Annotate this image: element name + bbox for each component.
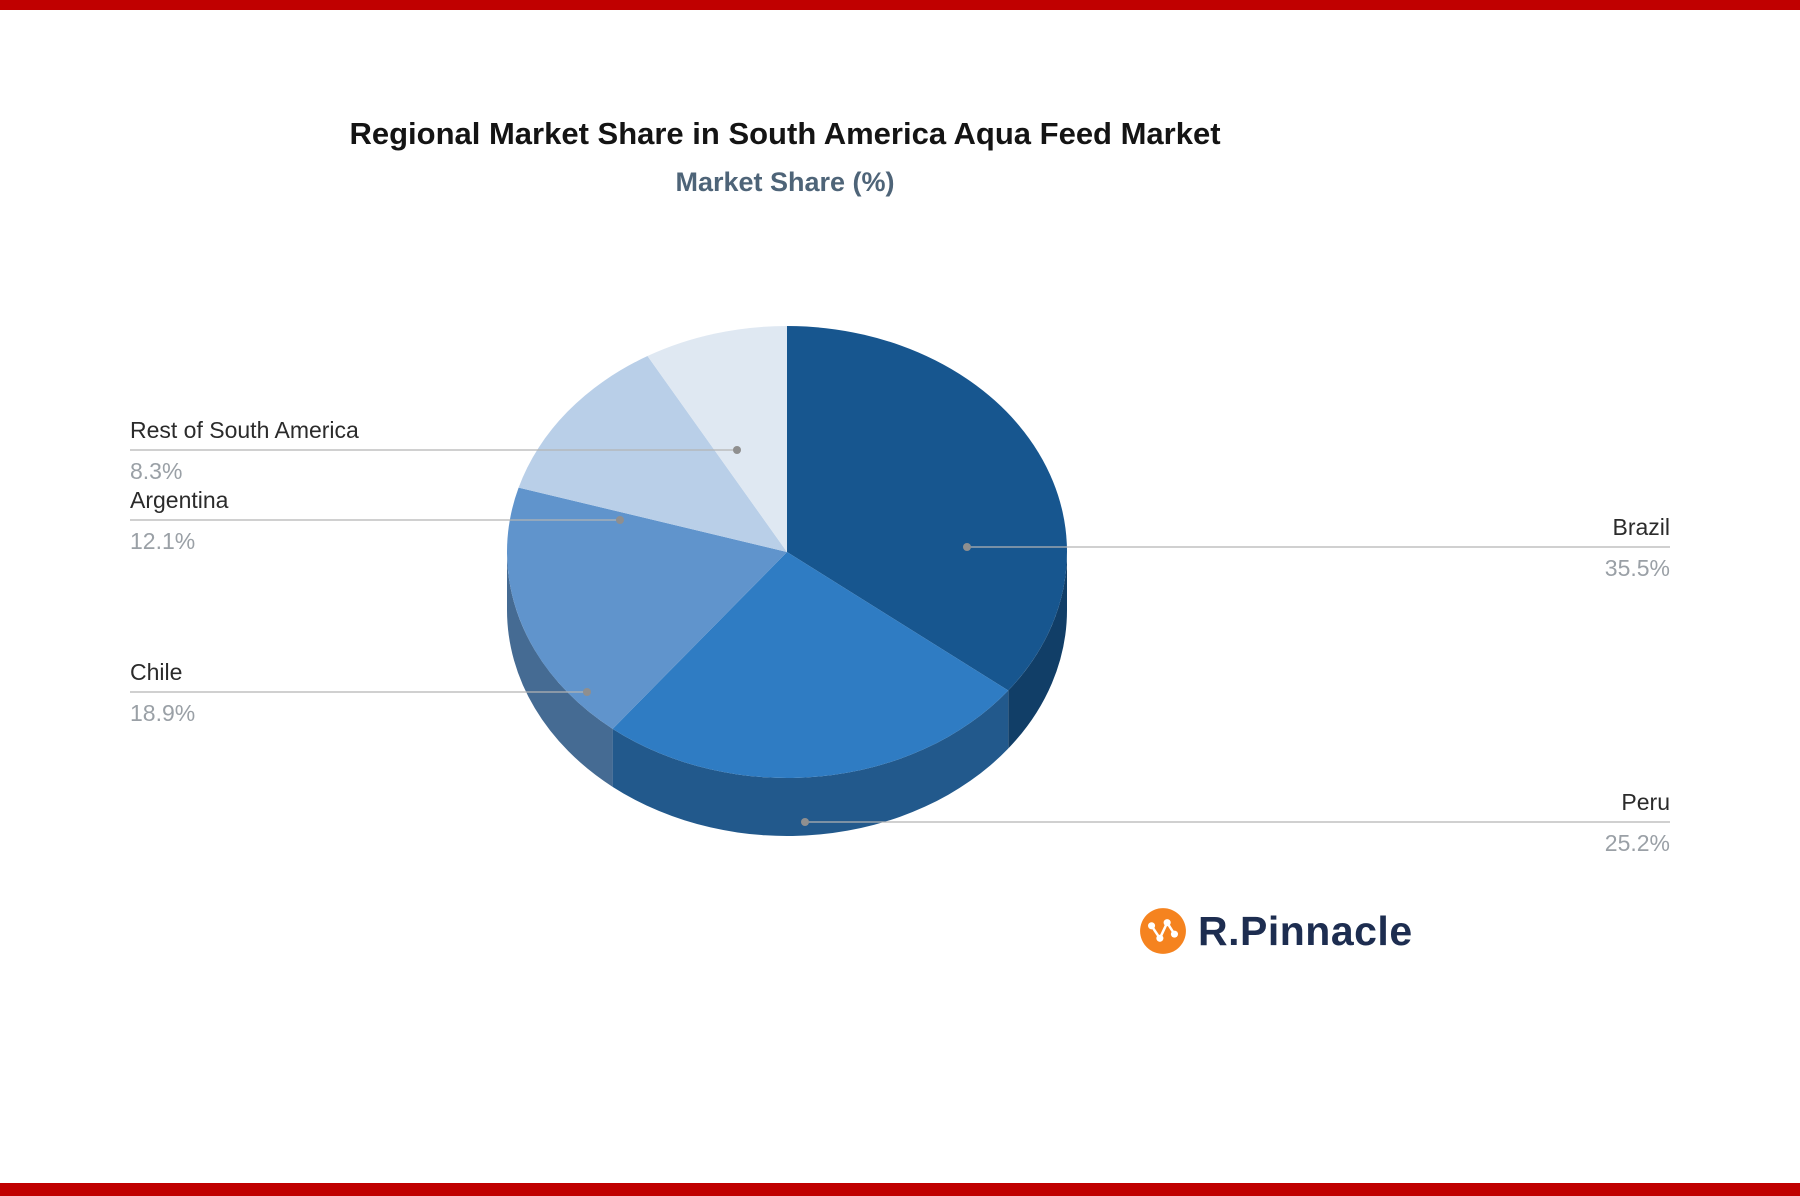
pie-slice-side [507,552,613,787]
pie-slice-side [612,690,1009,836]
chart-title: Regional Market Share in South America A… [349,116,1221,151]
logo-text: R.Pinnacle [1198,907,1413,954]
logo-icon [1140,908,1186,954]
leader-dot [801,818,809,826]
chart-subtitle: Market Share (%) [675,167,895,197]
chart-header: Regional Market Share in South America A… [0,116,1570,198]
pie-slice-side [1008,552,1067,749]
pie-slice-chile [507,487,787,729]
leader-dot [583,688,591,696]
brand-logo: R.Pinnacle [1138,906,1413,956]
top-accent-bar [0,0,1800,10]
bottom-accent-bar [0,1183,1800,1196]
leader-dot [733,446,741,454]
leader-dot [616,516,624,524]
pie-slice-brazil [787,326,1067,691]
pie-slice-peru [612,552,1009,778]
leader-dot [963,543,971,551]
pie-slice-rest-of-south-america [647,326,787,552]
pie-slice-argentina [518,356,787,552]
